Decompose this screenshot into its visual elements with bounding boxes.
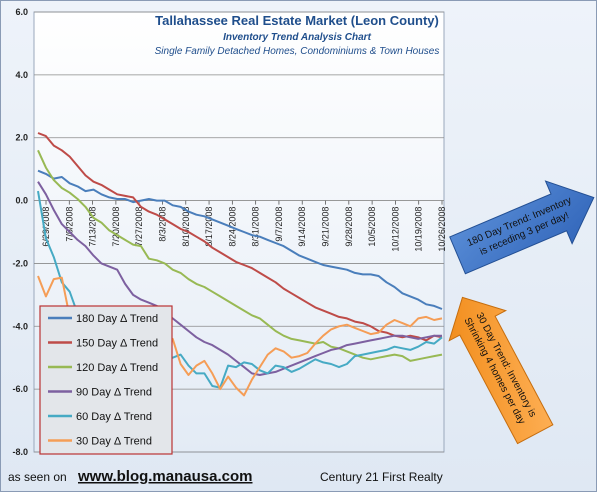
x-tick-label: 10/12/2008: [390, 207, 400, 252]
x-tick-label: 7/20/2008: [111, 207, 121, 247]
footer-left-text: as seen on: [8, 470, 67, 484]
x-tick-label: 10/19/2008: [414, 207, 424, 252]
chart-title: Tallahassee Real Estate Market (Leon Cou…: [155, 13, 439, 28]
x-tick-label: 7/6/2008: [64, 207, 74, 242]
legend-label: 60 Day Δ Trend: [76, 411, 152, 423]
footer-url-link[interactable]: www.blog.manausa.com: [77, 468, 252, 485]
x-tick-label: 10/26/2008: [437, 207, 447, 252]
legend-label: 90 Day Δ Trend: [76, 387, 152, 399]
series-line-0: [37, 169, 443, 310]
chart-subtitle: Inventory Trend Analysis Chart: [223, 32, 371, 43]
y-tick-label: 2.0: [15, 133, 28, 143]
y-axis-ticks: 6.0 4.0 2.0 0.0 -2.0 -4.0 -6.0 -8.0: [12, 7, 28, 457]
legend-box: [39, 305, 173, 455]
legend-label: 30 Day Δ Trend: [76, 436, 152, 448]
series-line-2: [37, 149, 443, 362]
x-tick-label: 9/28/2008: [344, 207, 354, 247]
x-tick-label: 8/31/2008: [251, 207, 261, 247]
x-tick-label: 8/3/2008: [157, 207, 167, 242]
y-tick-label: 0.0: [15, 196, 28, 206]
x-tick-label: 10/5/2008: [367, 207, 377, 247]
orange-arrow-annotation: 30 Day Trend: Inventory is Shrinking 4 h…: [448, 296, 554, 445]
x-tick-label: 9/14/2008: [297, 207, 307, 247]
x-tick-label: 9/7/2008: [274, 207, 284, 242]
x-tick-label: 7/27/2008: [134, 207, 144, 247]
x-tick-label: 9/21/2008: [321, 207, 331, 247]
y-tick-label: 6.0: [15, 7, 28, 17]
chart-subtitle-2: Single Family Detached Homes, Condominiu…: [155, 46, 440, 57]
y-tick-label: -4.0: [12, 321, 28, 331]
legend-label: 120 Day Δ Trend: [76, 362, 158, 374]
blue-arrow-shape: [449, 180, 595, 275]
legend-label: 150 Day Δ Trend: [76, 338, 158, 350]
y-tick-label: -8.0: [12, 447, 28, 457]
legend-label: 180 Day Δ Trend: [76, 313, 158, 325]
blue-arrow-annotation: 180 Day Trend: Inventory is receding 3 p…: [449, 180, 595, 275]
orange-arrow-shape: [448, 296, 554, 445]
x-tick-label: 8/17/2008: [204, 207, 214, 247]
footer-right-text: Century 21 First Realty: [320, 470, 443, 484]
y-tick-label: -2.0: [12, 258, 28, 268]
x-tick-label: 7/13/2008: [88, 207, 98, 247]
legend: 180 Day Δ Trend 150 Day Δ Trend 120 Day Δ …: [48, 313, 158, 448]
y-tick-label: -6.0: [12, 384, 28, 394]
x-tick-label: 6/29/2008: [41, 207, 51, 247]
series-line-1: [37, 132, 443, 342]
x-tick-label: 8/10/2008: [181, 207, 191, 247]
y-tick-label: 4.0: [15, 70, 28, 80]
